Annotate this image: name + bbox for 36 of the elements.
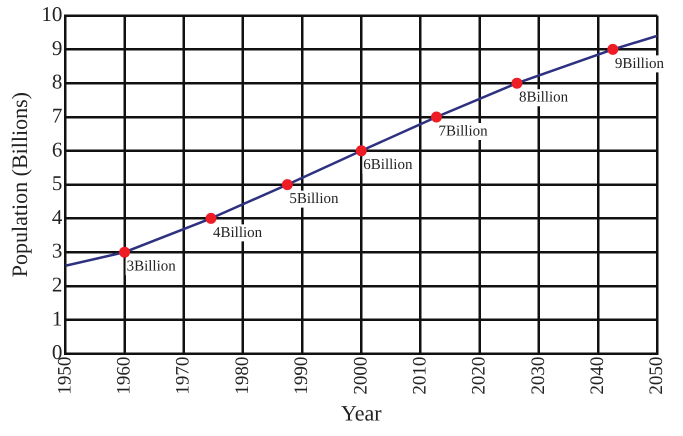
x-tick-label: 1960: [114, 356, 135, 395]
y-tick-label: 10: [41, 2, 62, 26]
x-tick-label: 1970: [172, 356, 194, 395]
x-tick-label: 2050: [646, 356, 668, 395]
x-tick-label: 2040: [587, 356, 608, 395]
y-axis-title: Population (Billions): [6, 92, 32, 278]
y-tick-label: 6: [52, 137, 62, 162]
point: [119, 246, 130, 258]
annotation: 5Billion: [289, 191, 339, 208]
y-tick-label: 8: [52, 70, 62, 94]
annotation: 9Billion: [614, 56, 664, 72]
point: [430, 112, 442, 122]
x-tick-label: 1980: [232, 356, 253, 395]
point: [511, 78, 522, 89]
y-tick-label: 2: [52, 272, 62, 297]
x-tick-label: 2030: [528, 356, 549, 395]
x-axis-title: Year: [341, 400, 382, 426]
point: [356, 145, 367, 156]
point: [282, 179, 293, 190]
y-tick-label: 9: [52, 36, 62, 60]
y-tick-label: 5: [52, 171, 62, 196]
y-tick-label: 4: [52, 204, 63, 229]
annotation: 4Billion: [212, 224, 263, 241]
x-tick-label: 2020: [468, 356, 490, 395]
point: [607, 44, 618, 55]
annotation: 7Billion: [438, 123, 488, 140]
annotation: 6Billion: [363, 157, 413, 174]
y-tick-label: 1: [52, 306, 62, 330]
annotation: 3Billion: [126, 258, 176, 275]
annotation: 8Billion: [518, 90, 569, 106]
point: [205, 212, 216, 224]
x-tick-label: 2010: [409, 356, 430, 395]
x-tick-label: 2000: [350, 356, 372, 395]
y-tick-label: 3: [52, 238, 62, 263]
y-tick-label: 7: [52, 104, 62, 128]
x-tick-label: 1990: [291, 356, 312, 395]
